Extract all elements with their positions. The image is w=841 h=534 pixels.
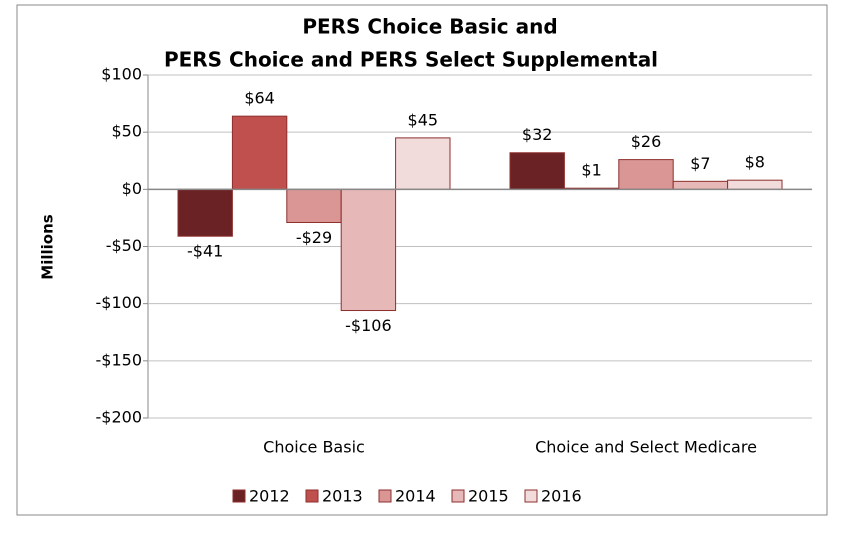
legend-swatch — [305, 489, 319, 503]
chart-title-line-1: PERS Choice Basic and — [302, 15, 557, 39]
data-label: $1 — [581, 161, 601, 180]
legend-swatch — [232, 489, 246, 503]
y-tick-label: -$50 — [106, 236, 142, 255]
data-label: -$106 — [345, 316, 392, 335]
legend-swatch — [451, 489, 465, 503]
data-label: $45 — [408, 110, 439, 129]
legend-label: 2014 — [395, 487, 436, 506]
bar — [618, 159, 674, 190]
chart-title-line-2: PERS Choice and PERS Select Supplemental — [164, 48, 658, 72]
bar — [286, 188, 342, 223]
y-tick-label: $50 — [111, 122, 142, 141]
legend-swatch — [524, 489, 538, 503]
legend-label: 2013 — [322, 487, 363, 506]
bar — [231, 115, 288, 190]
y-tick-label: -$100 — [96, 293, 143, 312]
x-tick-label: Choice and Select Medicare — [535, 438, 757, 457]
bar — [177, 188, 233, 237]
legend-label: 2012 — [249, 487, 290, 506]
data-label: $7 — [690, 154, 710, 173]
y-axis-label: Millions — [39, 214, 57, 279]
legend-label: 2015 — [468, 487, 509, 506]
legend-swatch — [378, 489, 392, 503]
y-tick-label: $100 — [101, 65, 142, 84]
legend-label: 2016 — [541, 487, 582, 506]
bar — [340, 188, 397, 312]
data-label: -$41 — [187, 242, 223, 261]
data-label: $26 — [631, 132, 662, 151]
data-label: -$29 — [296, 228, 332, 247]
data-label: $32 — [522, 125, 553, 144]
data-label: $64 — [244, 89, 275, 108]
y-tick-label: -$200 — [96, 408, 143, 427]
x-tick-label: Choice Basic — [263, 438, 365, 457]
data-label: $8 — [745, 153, 765, 172]
y-tick-label: -$150 — [96, 350, 143, 369]
bar — [672, 180, 729, 190]
y-tick-label: $0 — [122, 179, 142, 198]
chart-border — [16, 4, 828, 516]
bar — [727, 179, 783, 190]
bar — [509, 152, 565, 190]
bar — [395, 137, 451, 190]
